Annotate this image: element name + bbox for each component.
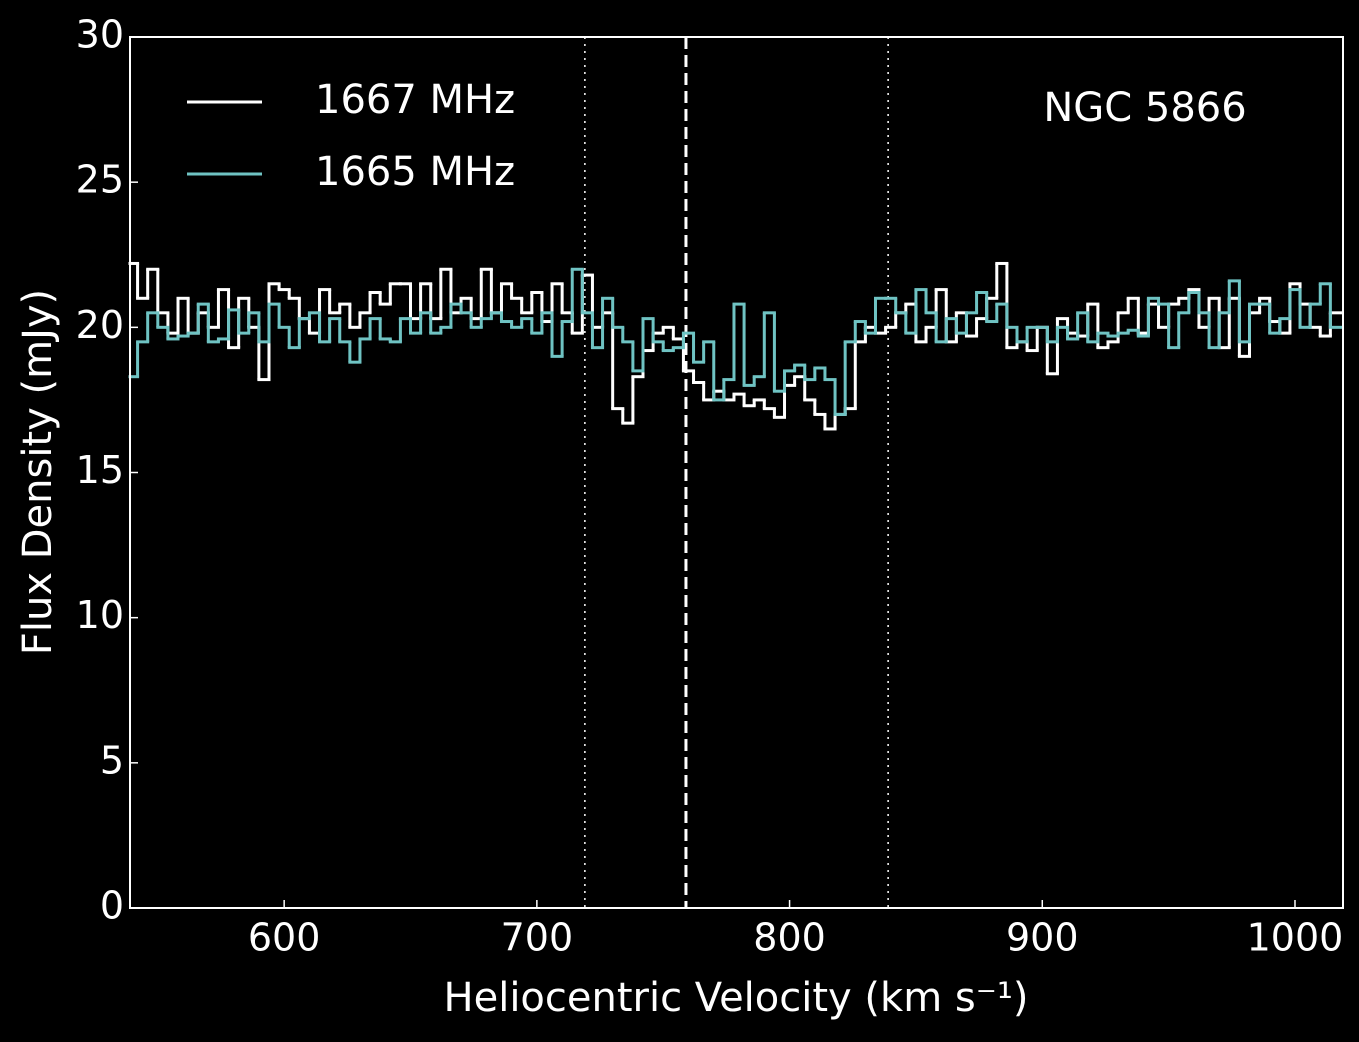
x-tick-label: 900 — [1006, 916, 1079, 960]
plot-frame — [129, 36, 1344, 909]
y-tick-label: 30 — [76, 13, 124, 57]
y-tick-label: 10 — [76, 593, 124, 637]
legend-label: 1667 MHz — [315, 77, 515, 123]
y-tick-label: 25 — [76, 158, 124, 202]
x-tick-label: 700 — [501, 916, 574, 960]
y-tick-label: 5 — [100, 738, 124, 782]
y-axis-label: Flux Density (mJy) — [15, 289, 61, 655]
x-tick-label: 1000 — [1247, 916, 1344, 960]
legend-label: 1665 MHz — [315, 149, 515, 195]
x-axis-label: Heliocentric Velocity (km s⁻¹) — [444, 975, 1029, 1021]
x-tick-label: 600 — [248, 916, 321, 960]
y-tick-label: 15 — [76, 448, 124, 492]
y-tick-label: 20 — [76, 303, 124, 347]
step-connector — [136, 269, 1332, 415]
annotation: NGC 5866 — [1043, 85, 1246, 131]
x-tick-label: 800 — [753, 916, 826, 960]
y-tick-label: 0 — [100, 884, 124, 928]
